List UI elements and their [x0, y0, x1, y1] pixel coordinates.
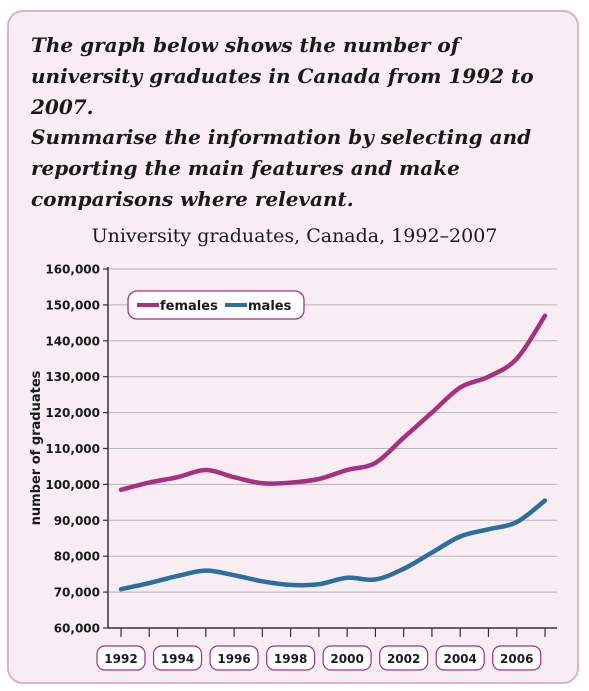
y-tick-label: 90,000 [54, 514, 100, 528]
grid-lines [103, 268, 557, 629]
axes [107, 267, 557, 629]
legend: females males [127, 290, 305, 320]
x-tick-label-box [379, 645, 429, 671]
y-tick-label: 110,000 [45, 442, 100, 456]
legend-label-females: females [160, 299, 218, 314]
series-line-males [118, 498, 548, 592]
task-prompt-instructions: Summarise the information by selecting a… [31, 125, 532, 211]
y-tick-label: 140,000 [45, 334, 100, 348]
x-tick-label: 2000 [330, 652, 363, 666]
series-lines [118, 313, 548, 592]
series-line-females [118, 313, 548, 493]
y-axis-label: number of graduates [29, 370, 44, 525]
legend-box [127, 290, 305, 320]
x-tick-label: 2002 [387, 652, 420, 666]
y-tick-label: 150,000 [45, 298, 100, 312]
x-tick-label-box [322, 645, 372, 671]
y-tick-label: 100,000 [45, 478, 100, 492]
x-tick-label-box [492, 645, 542, 671]
x-tick-label: 1998 [274, 652, 307, 666]
y-tick-label: 70,000 [54, 586, 100, 600]
x-tick-label-box [152, 645, 203, 671]
task-card [7, 10, 579, 684]
chart-title: University graduates, Canada, 1992–2007 [91, 225, 498, 247]
legend-label-males: males [248, 299, 292, 314]
x-tick-label: 1992 [104, 652, 137, 666]
y-tick-label: 60,000 [54, 622, 100, 636]
y-tick-label: 120,000 [45, 406, 100, 420]
x-tick-label-box [435, 645, 485, 671]
x-tick-label: 2004 [443, 652, 476, 666]
x-tick-label-box [96, 645, 146, 671]
x-tick-labels: 1992 1994 1996 1998 2000 2002 2004 2006 [96, 628, 546, 671]
task-prompt-description: The graph below shows the number of univ… [31, 33, 534, 119]
x-tick-label-box [266, 645, 316, 671]
x-tick-label: 2006 [500, 652, 533, 666]
y-tick-labels: 60,000 70,000 80,000 90,000 100,000 110,000 12… [45, 263, 100, 636]
y-tick-label: 160,000 [45, 263, 100, 277]
x-tick-label-box [209, 645, 259, 671]
x-tick-label: 1996 [217, 652, 250, 666]
x-tick-label: 1994 [161, 652, 194, 666]
y-tick-label: 130,000 [45, 370, 100, 384]
y-tick-label: 80,000 [54, 550, 100, 564]
